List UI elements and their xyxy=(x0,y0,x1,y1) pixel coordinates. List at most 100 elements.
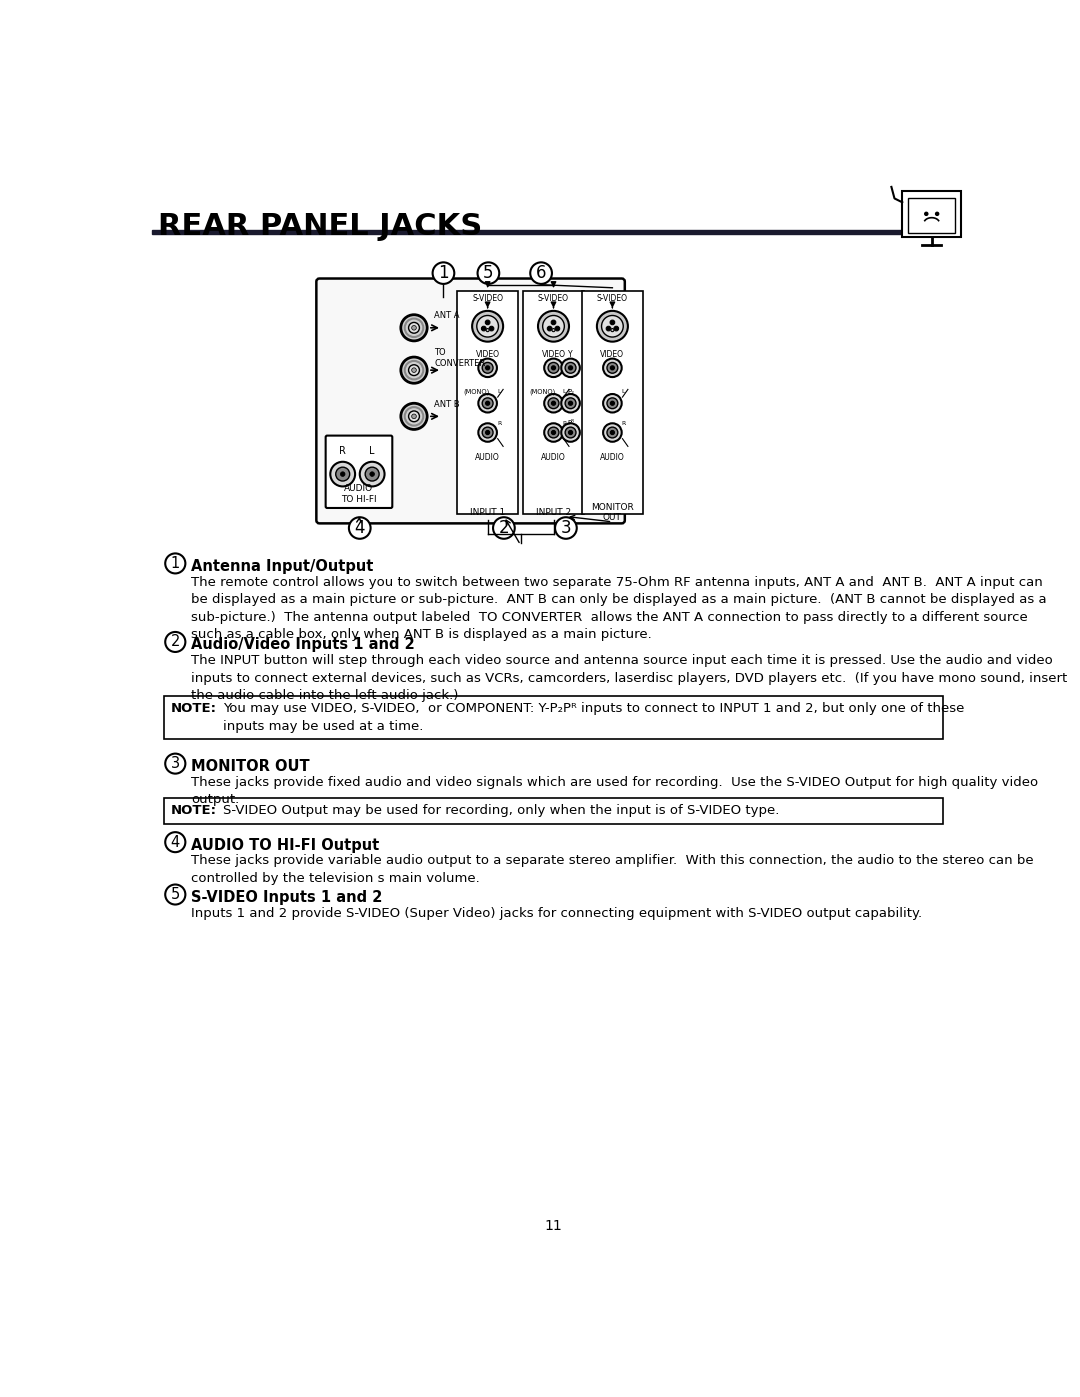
Text: NOTE:: NOTE: xyxy=(171,803,217,817)
Circle shape xyxy=(548,362,559,373)
Text: AUDIO: AUDIO xyxy=(541,453,566,461)
Circle shape xyxy=(548,427,559,437)
Circle shape xyxy=(340,472,345,476)
Bar xyxy=(908,198,955,233)
Text: INPUT 1: INPUT 1 xyxy=(470,509,505,517)
FancyBboxPatch shape xyxy=(326,436,392,509)
Text: VIDEO: VIDEO xyxy=(541,351,566,359)
Circle shape xyxy=(544,359,563,377)
Text: Pᴿ: Pᴿ xyxy=(567,420,575,426)
Text: L: L xyxy=(563,390,566,394)
Text: AUDIO: AUDIO xyxy=(475,453,500,461)
Circle shape xyxy=(544,394,563,412)
Circle shape xyxy=(555,517,577,539)
Text: L: L xyxy=(497,390,500,394)
Circle shape xyxy=(165,833,186,852)
Text: These jacks provide fixed audio and video signals which are used for recording. : These jacks provide fixed audio and vide… xyxy=(191,775,1038,806)
Circle shape xyxy=(486,430,489,434)
Circle shape xyxy=(548,327,552,331)
Circle shape xyxy=(486,401,489,405)
Text: S-VIDEO: S-VIDEO xyxy=(472,293,503,303)
Text: Y: Y xyxy=(568,351,572,359)
Circle shape xyxy=(568,401,572,405)
Circle shape xyxy=(482,327,486,331)
Bar xyxy=(164,696,943,739)
Circle shape xyxy=(565,427,576,437)
Circle shape xyxy=(603,359,622,377)
Text: ANT B: ANT B xyxy=(434,400,460,408)
Circle shape xyxy=(165,884,186,904)
Circle shape xyxy=(542,316,565,337)
Circle shape xyxy=(482,398,494,409)
Text: S-VIDEO Output may be used for recording, only when the input is of S-VIDEO type: S-VIDEO Output may be used for recording… xyxy=(222,803,779,817)
Circle shape xyxy=(478,423,497,441)
Circle shape xyxy=(610,430,615,434)
FancyBboxPatch shape xyxy=(316,278,625,524)
Text: R: R xyxy=(622,420,626,426)
Circle shape xyxy=(482,362,494,373)
Circle shape xyxy=(478,359,497,377)
Circle shape xyxy=(330,462,355,486)
Circle shape xyxy=(405,360,423,380)
Text: (MONO): (MONO) xyxy=(529,388,556,395)
Circle shape xyxy=(365,467,379,481)
Circle shape xyxy=(408,365,419,376)
Circle shape xyxy=(411,367,416,373)
Text: R: R xyxy=(497,420,501,426)
Circle shape xyxy=(486,366,489,370)
Bar xyxy=(164,798,943,824)
Circle shape xyxy=(607,398,618,409)
Circle shape xyxy=(552,430,555,434)
Text: 1: 1 xyxy=(438,264,449,282)
Circle shape xyxy=(165,553,186,573)
Circle shape xyxy=(530,263,552,284)
Circle shape xyxy=(610,401,615,405)
Circle shape xyxy=(610,366,615,370)
FancyBboxPatch shape xyxy=(902,191,961,237)
Circle shape xyxy=(489,327,494,331)
Circle shape xyxy=(472,312,503,342)
Text: L: L xyxy=(369,446,375,455)
Circle shape xyxy=(935,212,939,215)
Circle shape xyxy=(478,394,497,412)
Circle shape xyxy=(336,467,350,481)
Text: 4: 4 xyxy=(171,834,180,849)
Circle shape xyxy=(476,316,499,337)
Circle shape xyxy=(548,398,559,409)
Circle shape xyxy=(369,472,375,476)
Circle shape xyxy=(408,411,419,422)
Circle shape xyxy=(405,407,423,426)
Circle shape xyxy=(165,631,186,652)
Circle shape xyxy=(482,427,494,437)
Text: TO
CONVERTER: TO CONVERTER xyxy=(434,348,485,367)
Text: INPUT 2: INPUT 2 xyxy=(536,509,571,517)
Circle shape xyxy=(486,328,489,331)
Bar xyxy=(582,291,643,514)
Circle shape xyxy=(606,327,611,331)
Circle shape xyxy=(607,362,618,373)
Text: REAR PANEL JACKS: REAR PANEL JACKS xyxy=(159,212,483,242)
Text: These jacks provide variable audio output to a separate stereo amplifier.  With : These jacks provide variable audio outpu… xyxy=(191,855,1034,884)
Circle shape xyxy=(555,327,559,331)
Circle shape xyxy=(411,414,416,419)
Text: ANT A: ANT A xyxy=(434,312,460,320)
Text: 3: 3 xyxy=(561,520,571,536)
Text: P₂: P₂ xyxy=(567,388,575,395)
Text: 5: 5 xyxy=(483,264,494,282)
Text: You may use VIDEO, S-VIDEO,  or COMPONENT: Y-P₂Pᴿ inputs to connect to INPUT 1 a: You may use VIDEO, S-VIDEO, or COMPONENT… xyxy=(222,703,964,732)
Circle shape xyxy=(613,327,619,331)
Circle shape xyxy=(603,394,622,412)
Circle shape xyxy=(349,517,370,539)
Circle shape xyxy=(411,326,416,330)
Text: AUDIO
TO HI-FI: AUDIO TO HI-FI xyxy=(341,485,377,504)
Text: Audio/Video Inputs 1 and 2: Audio/Video Inputs 1 and 2 xyxy=(191,637,415,652)
Circle shape xyxy=(552,401,555,405)
Bar xyxy=(524,291,583,514)
Circle shape xyxy=(602,316,623,337)
Text: MONITOR OUT: MONITOR OUT xyxy=(191,759,310,774)
Text: NOTE:: NOTE: xyxy=(171,703,217,715)
Text: 11: 11 xyxy=(544,1220,563,1234)
Circle shape xyxy=(597,312,627,342)
Circle shape xyxy=(552,366,555,370)
Circle shape xyxy=(551,320,556,324)
